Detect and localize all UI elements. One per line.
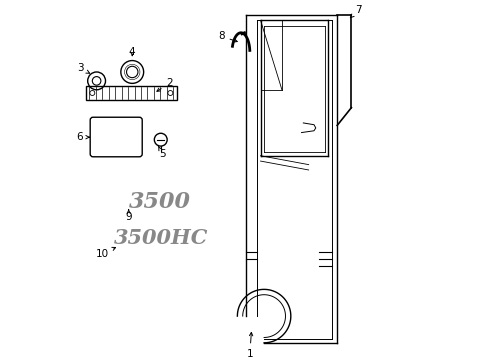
Text: 1: 1 <box>246 332 253 359</box>
Bar <box>86 86 177 100</box>
Text: 8: 8 <box>218 31 237 42</box>
Text: 2: 2 <box>157 78 173 91</box>
Text: 3500HC: 3500HC <box>114 228 208 248</box>
Text: 3500: 3500 <box>128 191 190 213</box>
Text: 5: 5 <box>158 146 165 159</box>
Text: 10: 10 <box>95 247 115 259</box>
Text: 3: 3 <box>77 63 89 73</box>
Text: 7: 7 <box>349 5 361 18</box>
Text: 9: 9 <box>125 210 132 222</box>
Text: 4: 4 <box>129 48 135 57</box>
Text: 6: 6 <box>77 132 89 142</box>
